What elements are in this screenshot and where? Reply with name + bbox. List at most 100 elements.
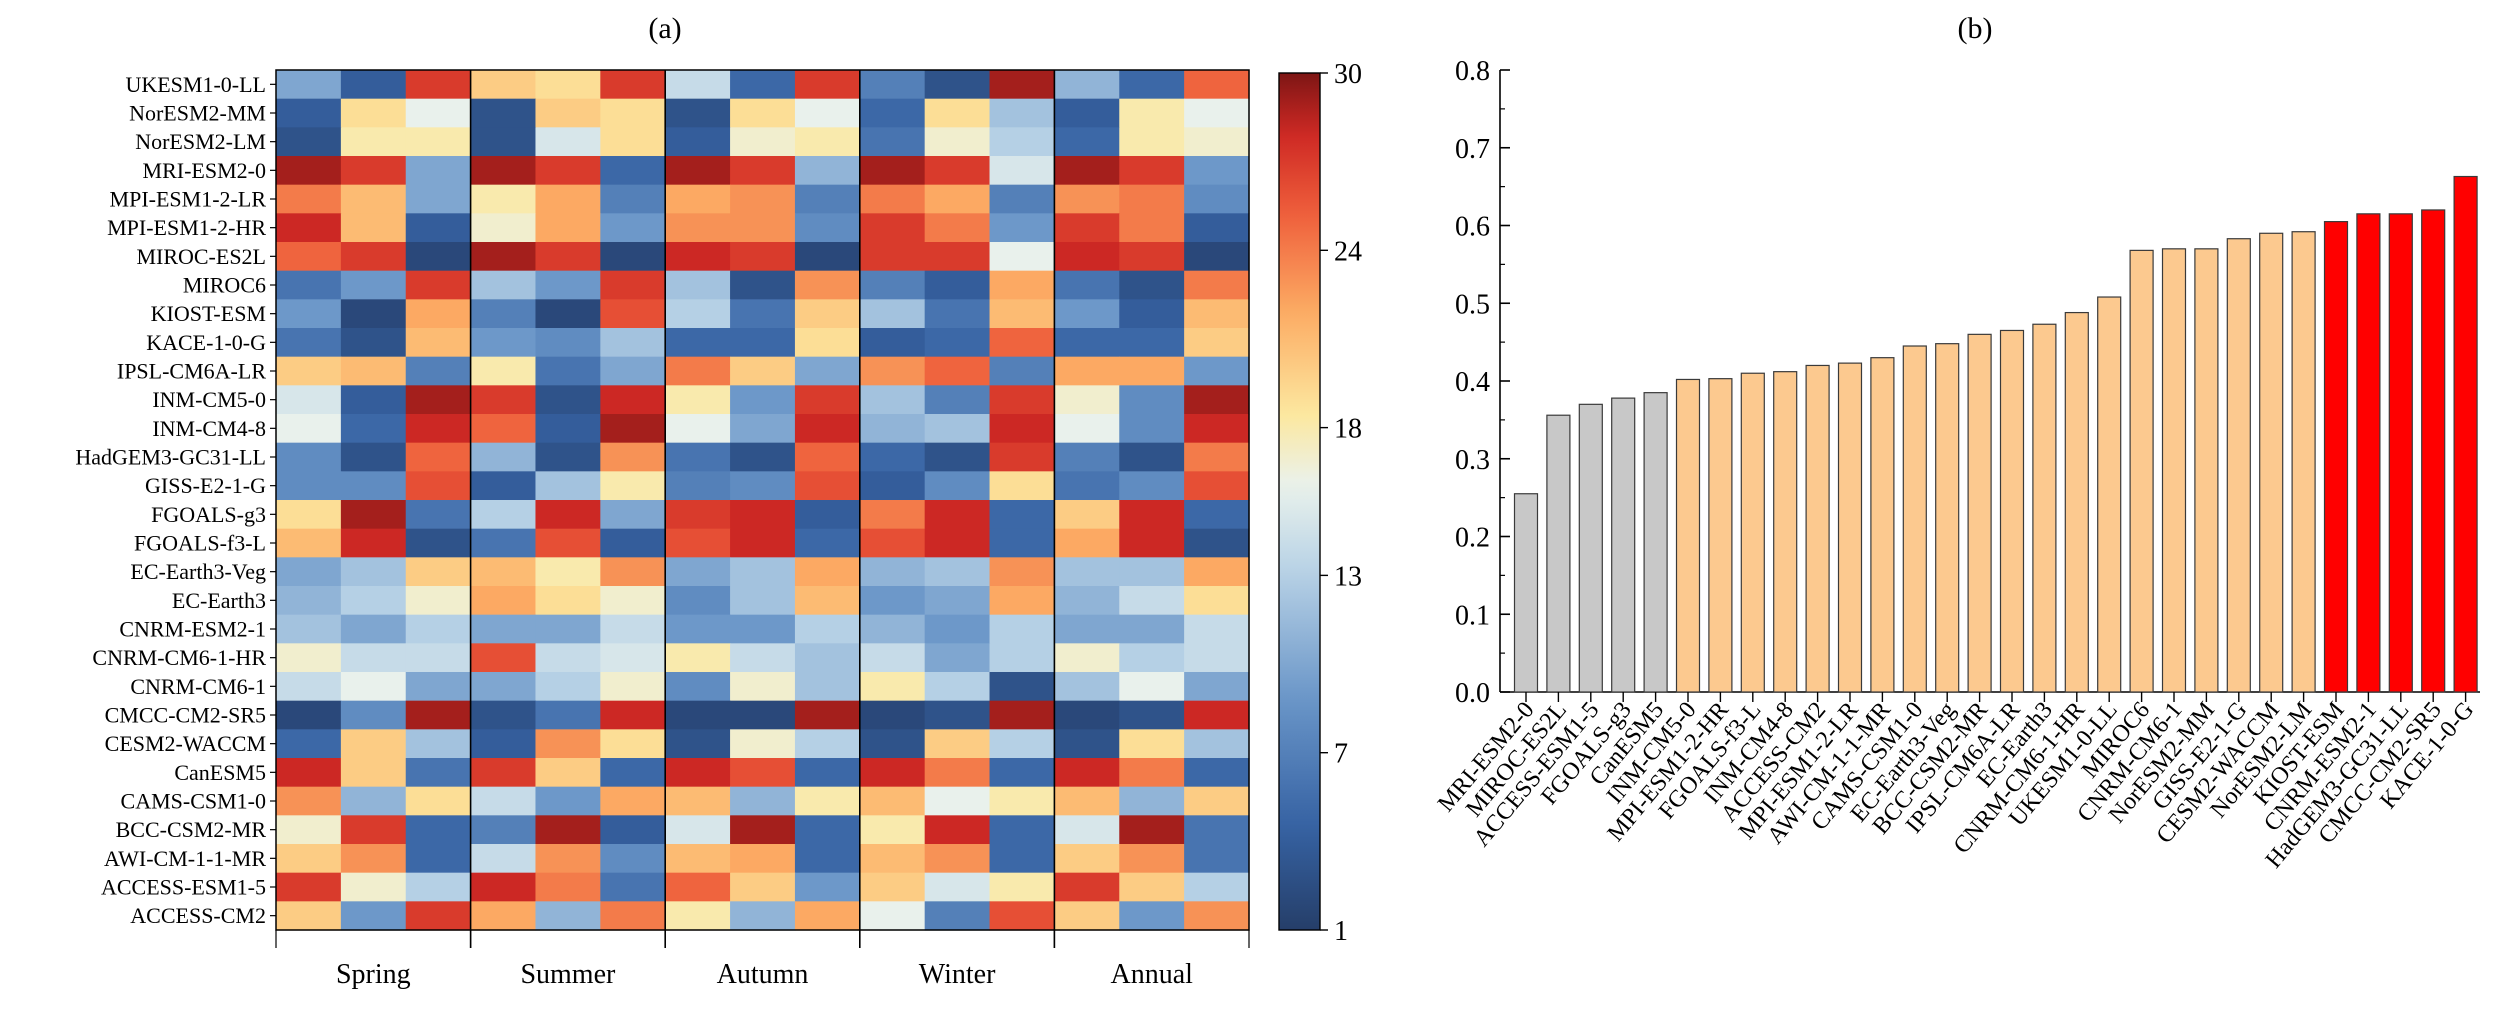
bar: [1870, 357, 1895, 693]
heatmap-cell: [535, 844, 601, 874]
heatmap-cell: [1184, 500, 1250, 530]
heatmap-cell: [665, 385, 731, 415]
heatmap-cell: [730, 471, 796, 501]
heatmap-cell: [470, 414, 537, 444]
heatmap-cell: [405, 356, 472, 386]
heatmap-cell: [600, 385, 666, 415]
heatmap-cell: [535, 213, 601, 243]
heatmap-cell: [665, 299, 731, 329]
heatmap-cell: [730, 127, 796, 157]
heatmap-cell: [535, 528, 601, 558]
heatmap-cell: [859, 242, 926, 272]
heatmap-cell: [730, 500, 796, 530]
heatmap-cell: [405, 901, 472, 931]
bar: [1513, 493, 1539, 693]
heatmap-cell: [730, 356, 796, 386]
heatmap-cell: [535, 328, 601, 358]
heatmap-cell: [859, 586, 926, 616]
heatmap-cell: [600, 242, 666, 272]
heatmap-cell: [600, 442, 666, 472]
heatmap-cell: [794, 270, 861, 300]
heatmap-cell: [276, 385, 342, 415]
heatmap-row-label: UKESM1-0-LL: [125, 72, 266, 97]
heatmap-cell: [859, 471, 926, 501]
heatmap-cell: [794, 528, 861, 558]
heatmap-cell: [405, 414, 472, 444]
heatmap-cell: [859, 557, 926, 587]
heatmap-cell: [1119, 872, 1185, 902]
heatmap-cell: [924, 729, 991, 759]
heatmap-cell: [1184, 70, 1250, 100]
heatmap-cell: [665, 758, 731, 788]
heatmap-cell: [535, 758, 601, 788]
heatmap-cell: [859, 299, 926, 329]
bar: [2388, 213, 2413, 693]
heatmap-cell: [600, 299, 666, 329]
heatmap-cell: [859, 328, 926, 358]
heatmap-cell: [340, 270, 407, 300]
colorbar-tick-label: 7: [1334, 739, 1348, 770]
heatmap-cell: [989, 127, 1055, 157]
heatmap-cell: [340, 844, 407, 874]
heatmap-cell: [470, 385, 537, 415]
heatmap-cell: [470, 729, 537, 759]
heatmap-cell: [730, 901, 796, 931]
heatmap-cell: [1184, 98, 1250, 128]
heatmap-cell: [1119, 844, 1185, 874]
heatmap-cell: [470, 471, 537, 501]
heatmap-cell: [859, 414, 926, 444]
heatmap-cell: [794, 672, 861, 702]
heatmap-cell: [794, 414, 861, 444]
heatmap-panel: (a) UKESM1-0-LL NorESM2-MM NorESM2-LM MRI-E…: [75, 12, 1362, 990]
heatmap-cell: [276, 786, 342, 816]
heatmap-row-label: MRI-ESM2-0: [143, 158, 266, 183]
heatmap-cell: [1054, 700, 1120, 730]
heatmap-cell: [989, 356, 1055, 386]
heatmap-cell: [535, 270, 601, 300]
bar: [1999, 329, 2025, 693]
heatmap-cell: [794, 299, 861, 329]
heatmap-cell: [1119, 586, 1185, 616]
heatmap-cell: [276, 557, 342, 587]
heatmap-cell: [1054, 98, 1120, 128]
heatmap-cell: [1054, 528, 1120, 558]
heatmap-cell: [859, 700, 926, 730]
heatmap-cell: [1119, 786, 1185, 816]
heatmap-cell: [665, 500, 731, 530]
heatmap-cell: [665, 98, 731, 128]
heatmap-cell: [600, 184, 666, 214]
heatmap-cell: [924, 356, 991, 386]
heatmap-cell: [535, 557, 601, 587]
heatmap-row-label: INM-CM4-8: [152, 416, 266, 441]
heatmap-cell: [276, 156, 342, 186]
heatmap-cell: [1184, 242, 1250, 272]
heatmap-row-label: MIROC-ES2L: [136, 244, 266, 269]
colorbar-tick-label: 13: [1334, 561, 1362, 592]
heatmap-cell: [600, 213, 666, 243]
heatmap-cell: [924, 242, 991, 272]
heatmap-cell: [340, 299, 407, 329]
heatmap-cell: [1054, 156, 1120, 186]
heatmap-cell: [859, 98, 926, 128]
heatmap-cell: [665, 557, 731, 587]
heatmap-cell: [859, 729, 926, 759]
heatmap-cell: [1119, 500, 1185, 530]
heatmap-cell: [340, 242, 407, 272]
heatmap-cell: [794, 901, 861, 931]
heatmap-cell: [924, 213, 991, 243]
heatmap-cell: [1119, 758, 1185, 788]
heatmap-cell: [340, 70, 407, 100]
heatmap-cell: [405, 758, 472, 788]
heatmap-cell: [535, 672, 601, 702]
heatmap-cell: [794, 815, 861, 845]
heatmap-cell: [1119, 729, 1185, 759]
heatmap-cell: [924, 786, 991, 816]
heatmap-cell: [600, 98, 666, 128]
heatmap-cell: [730, 528, 796, 558]
heatmap-cell: [924, 156, 991, 186]
heatmap-cell: [1119, 70, 1185, 100]
heatmap-cell: [794, 786, 861, 816]
heatmap-cell: [1054, 786, 1120, 816]
heatmap-cell: [1054, 844, 1120, 874]
heatmap-cell: [859, 213, 926, 243]
